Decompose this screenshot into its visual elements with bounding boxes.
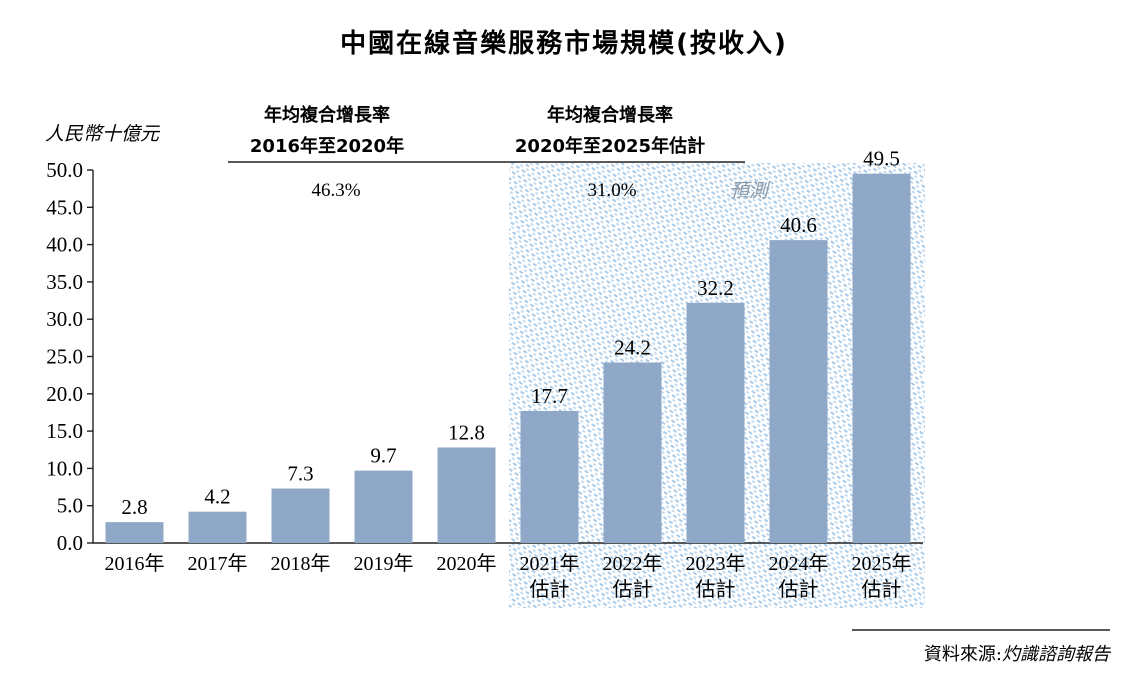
x-category-label: 2024年 xyxy=(769,552,829,575)
bars: 2.8 2016年 4.2 2017年 7.3 2018年 9.7 2019年 12.8 2020… xyxy=(105,147,912,601)
bar xyxy=(686,302,745,543)
x-category-label: 2017年 xyxy=(188,552,248,575)
y-tick-label: 25.0 xyxy=(46,345,83,369)
y-tick-label: 15.0 xyxy=(46,419,83,443)
source-note: 資料來源:灼識諮詢報告 xyxy=(924,644,1112,665)
bar-value-label: 40.6 xyxy=(780,213,817,237)
bar xyxy=(354,470,413,543)
x-category-label: 2019年 xyxy=(354,552,414,575)
y-tick-label: 50.0 xyxy=(46,158,83,182)
y-tick-label: 0.0 xyxy=(57,531,83,555)
y-axis-unit: 人民幣十億元 xyxy=(45,123,161,145)
bar-value-label: 9.7 xyxy=(370,444,396,468)
bar xyxy=(603,362,662,543)
chart-title: 中國在線音樂服務市場規模(按收入) xyxy=(340,28,788,59)
x-category-sublabel: 估計 xyxy=(696,578,736,601)
x-category-label: 2022年 xyxy=(603,552,663,575)
x-category-label: 2025年 xyxy=(852,552,912,575)
cagr-2-value: 31.0% xyxy=(587,180,636,201)
x-category-sublabel: 估計 xyxy=(530,578,570,601)
cagr-1-period: 2016年至2020年 xyxy=(250,135,404,157)
bar xyxy=(271,488,330,543)
bar-value-label: 49.5 xyxy=(863,147,900,171)
bar xyxy=(188,511,247,543)
y-tick-label: 30.0 xyxy=(46,307,83,331)
cagr-1-value: 46.3% xyxy=(311,180,360,201)
cagr-2-heading: 年均複合增長率 xyxy=(547,104,673,126)
x-category-sublabel: 估計 xyxy=(862,578,902,601)
y-tick-label: 20.0 xyxy=(46,382,83,406)
source-name: 灼識諮詢報告 xyxy=(1002,644,1112,665)
y-tick-label: 10.0 xyxy=(46,456,83,480)
bar xyxy=(105,522,164,543)
x-category-label: 2020年 xyxy=(437,552,497,575)
bar-value-label: 4.2 xyxy=(204,485,230,509)
bar xyxy=(437,447,496,543)
x-category-label: 2023年 xyxy=(686,552,746,575)
bar-value-label: 2.8 xyxy=(121,495,147,519)
x-category-sublabel: 估計 xyxy=(613,578,653,601)
x-category-label: 2021年 xyxy=(520,552,580,575)
y-tick-label: 5.0 xyxy=(57,494,83,518)
cagr-1-heading: 年均複合增長率 xyxy=(264,104,390,126)
bar xyxy=(520,410,579,543)
bar-value-label: 24.2 xyxy=(614,335,651,359)
bar xyxy=(769,240,828,543)
bar xyxy=(852,173,911,544)
x-category-label: 2016年 xyxy=(105,552,165,575)
forecast-label: 預測 xyxy=(730,180,771,202)
bar-value-label: 32.2 xyxy=(697,276,734,300)
axes: 0.0 5.0 10.0 15.0 20.0 25.0 30.0 35.0 40.0 45.0 50… xyxy=(46,158,923,555)
y-tick-label: 40.0 xyxy=(46,233,83,257)
y-tick-label: 45.0 xyxy=(46,195,83,219)
x-category-sublabel: 估計 xyxy=(779,578,819,601)
source-prefix: 資料來源: xyxy=(924,644,1002,665)
bar-value-label: 12.8 xyxy=(448,421,485,445)
x-category-label: 2018年 xyxy=(271,552,331,575)
cagr-2-period: 2020年至2025年估計 xyxy=(515,135,705,157)
bar-value-label: 7.3 xyxy=(287,462,313,486)
y-tick-label: 35.0 xyxy=(46,270,83,294)
bar-value-label: 17.7 xyxy=(531,384,568,408)
